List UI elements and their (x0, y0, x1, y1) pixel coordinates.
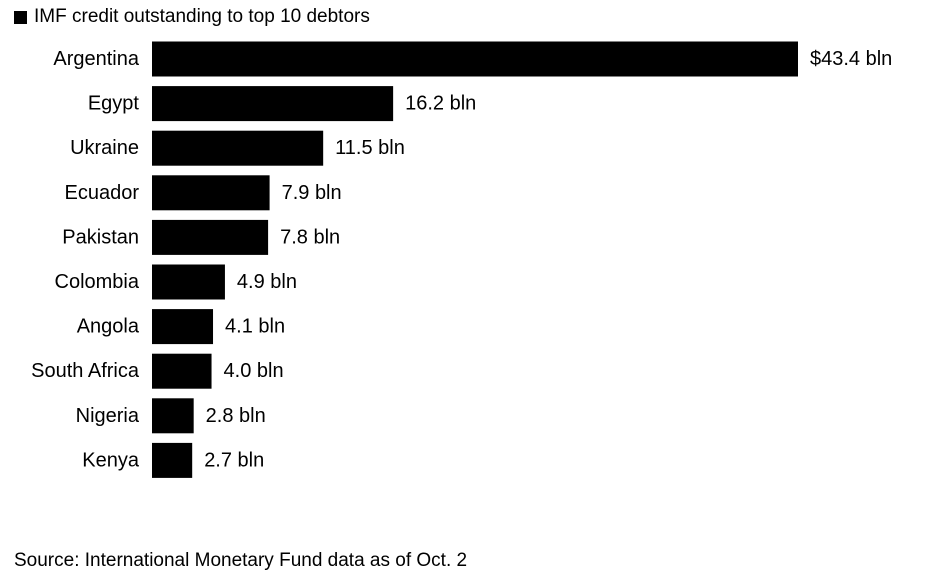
bar (152, 130, 324, 166)
category-label: Kenya (82, 449, 140, 471)
bar (152, 175, 270, 211)
category-label: Argentina (53, 48, 139, 70)
bar (152, 398, 194, 434)
data-label: 2.7 bln (204, 449, 264, 471)
category-label: Colombia (55, 271, 140, 293)
category-label: Ecuador (65, 182, 140, 204)
data-label: 7.8 bln (280, 226, 340, 248)
source-note: Source: International Monetary Fund data… (14, 550, 468, 571)
category-label: Angola (77, 316, 140, 338)
data-label: 2.8 bln (206, 405, 266, 427)
bar (152, 41, 798, 77)
category-label: Pakistan (62, 226, 139, 248)
bar (152, 86, 394, 122)
bar (152, 353, 212, 389)
data-label: 11.5 bln (335, 137, 405, 159)
category-label: Ukraine (70, 137, 139, 159)
data-label: 4.0 bln (224, 360, 284, 382)
category-label: Nigeria (76, 405, 140, 427)
data-label: 4.1 bln (225, 316, 285, 338)
bar (152, 309, 214, 345)
legend-label: IMF credit outstanding to top 10 debtors (34, 6, 370, 27)
data-label: $43.4 bln (810, 48, 892, 70)
bar-chart: Argentina $43.4 bln Egypt 16.2 bln Ukraine 11… (31, 41, 892, 478)
legend-swatch (14, 10, 27, 24)
data-label: 16.2 bln (405, 93, 476, 115)
bar (152, 264, 225, 300)
bar (152, 442, 193, 478)
bar (152, 219, 269, 255)
category-label: Egypt (88, 93, 140, 115)
data-label: 4.9 bln (237, 271, 297, 293)
data-label: 7.9 bln (282, 182, 342, 204)
legend: IMF credit outstanding to top 10 debtors (14, 5, 370, 29)
category-label: South Africa (31, 360, 140, 382)
